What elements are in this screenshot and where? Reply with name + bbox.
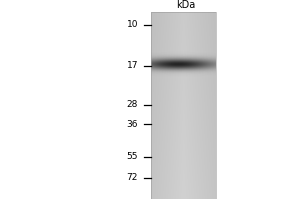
Text: 55: 55	[127, 152, 138, 161]
Bar	[152, 12, 216, 199]
Text: 10: 10	[127, 20, 138, 29]
Text: 36: 36	[127, 120, 138, 129]
Text: kDa: kDa	[176, 0, 196, 10]
Text: 72: 72	[127, 173, 138, 182]
Text: 28: 28	[127, 100, 138, 109]
Text: 17: 17	[127, 61, 138, 70]
